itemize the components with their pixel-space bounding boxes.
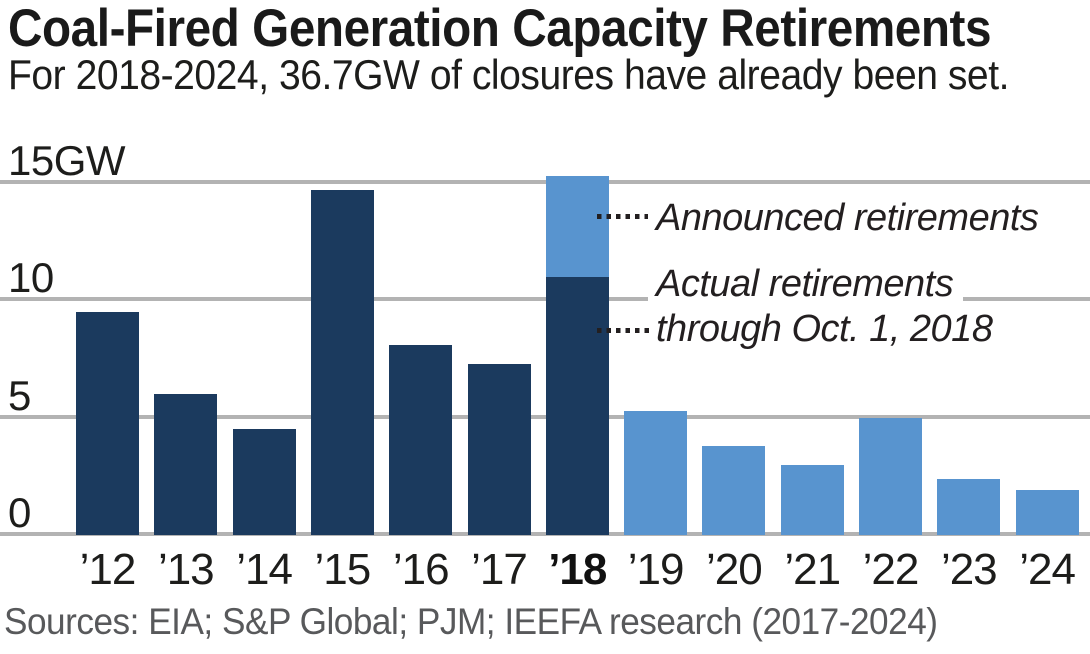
bar-18-actual	[545, 276, 609, 535]
legend-leader-actual	[597, 328, 651, 333]
bar-17-actual	[467, 363, 531, 535]
y-tick-label-15: 15GW	[8, 136, 126, 184]
x-tick-label-20: ’20	[706, 545, 763, 594]
bar-21-announced	[780, 464, 844, 535]
x-tick-label-16: ’16	[392, 545, 450, 594]
y-tick-label-10: 10	[8, 254, 54, 302]
x-tick-label-22: ’22	[862, 545, 920, 594]
bar-20-announced	[702, 445, 766, 535]
x-tick-label-14: ’14	[236, 545, 293, 594]
x-tick-label-19: ’19	[627, 545, 685, 594]
x-tick-label-23: ’23	[940, 545, 998, 594]
gridline-5	[0, 414, 1090, 419]
bar-14-actual	[232, 429, 296, 535]
x-tick-label-24: ’24	[1019, 545, 1076, 594]
legend-leader-announced	[597, 214, 651, 219]
bar-22-announced	[859, 417, 922, 535]
x-tick-label-15: ’15	[314, 545, 372, 594]
y-tick-label-5: 5	[8, 371, 31, 419]
bar-15-actual	[310, 190, 374, 535]
gridline-10	[0, 297, 1090, 302]
bar-24-announced	[1015, 490, 1079, 535]
bar-12-actual	[76, 312, 139, 535]
bar-19-announced	[624, 410, 688, 535]
legend-item-announced: Announced retirements	[648, 196, 1049, 244]
x-tick-label-17: ’17	[471, 545, 528, 594]
bar-23-announced	[937, 478, 1001, 535]
bar-13-actual	[154, 394, 218, 535]
bar-16-actual	[389, 344, 453, 535]
bar-18-announced	[545, 175, 609, 277]
chart-subtitle: For 2018-2024, 36.7GW of closures have a…	[8, 51, 1009, 98]
gridline-15	[0, 179, 1090, 184]
legend-label-announced: Announced retirements	[648, 196, 1049, 244]
x-tick-label-18: ’18	[548, 545, 607, 594]
y-tick-label-0: 0	[8, 489, 31, 536]
source-note: Sources: EIA; S&P Global; PJM; IEEFA res…	[4, 601, 938, 642]
legend-item-actual: Actual retirements through Oct. 1, 2018	[648, 262, 1003, 355]
x-tick-label-13: ’13	[157, 545, 215, 594]
x-tick-label-12: ’12	[79, 545, 137, 594]
chart-title: Coal-Fired Generation Capacity Retiremen…	[8, 0, 992, 58]
legend-label-actual-line2: through Oct. 1, 2018	[648, 307, 1003, 355]
x-tick-label-21: ’21	[784, 545, 841, 594]
legend-label-actual-line1: Actual retirements	[648, 262, 1002, 310]
gridline-0	[0, 532, 1090, 536]
